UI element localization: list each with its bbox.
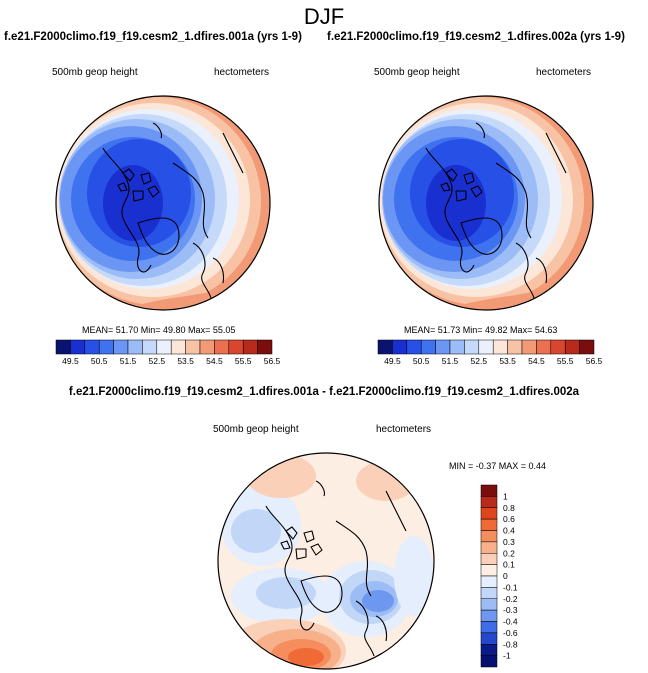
colorbar-tick-label: 0 <box>503 571 508 581</box>
case-title-left: f.e21.F2000climo.f19_f19.cesm2_1.dfires.… <box>4 31 302 43</box>
colorbar-swatch <box>480 632 498 645</box>
colorbar-swatch <box>550 339 566 355</box>
colorbar-tick-label: 0.4 <box>503 526 515 536</box>
colorbar-tick-label: -0.1 <box>503 582 518 592</box>
colorbar-swatch <box>449 339 465 355</box>
colorbar-swatch <box>521 339 537 355</box>
colorbar-tick-label: -0.8 <box>503 639 518 649</box>
case-title-right: f.e21.F2000climo.f19_f19.cesm2_1.dfires.… <box>327 31 625 43</box>
difference-title: f.e21.F2000climo.f19_f19.cesm2_1.dfires.… <box>68 386 580 398</box>
colorbar-swatch <box>242 339 258 355</box>
colorbar-tick-label: 51.5 <box>120 356 137 366</box>
colorbar-swatch <box>156 339 172 355</box>
variable-label-left: 500mb geop height <box>52 67 138 78</box>
colorbar-diff: 1 0.80.6 0.40.30.2 0.10-0.1 -0.2-0.3 -0.4-0.6… <box>480 484 518 668</box>
colorbar-swatch <box>55 339 71 355</box>
colorbar-tick-label: 1 <box>503 491 508 501</box>
variable-label-diff: 500mb geop height <box>213 424 299 435</box>
colorbar-swatch <box>199 339 215 355</box>
colorbar-tick-label: 0.8 <box>503 503 515 513</box>
units-label-left: hectometers <box>214 67 270 78</box>
colorbar-swatch <box>98 339 114 355</box>
colorbar-tick-label: 54.5 <box>206 356 223 366</box>
colorbar-swatch <box>579 339 595 355</box>
colorbar-tick-label: 55.5 <box>557 356 574 366</box>
colorbar-swatch <box>127 339 143 355</box>
colorbar-swatch <box>480 553 498 565</box>
colorbar-tick-label: 49.5 <box>384 356 401 366</box>
colorbar-swatch <box>480 598 498 611</box>
colorbar-tick-label: -0.6 <box>503 628 518 638</box>
colorbar-tick-label: 50.5 <box>413 356 430 366</box>
variable-label-right: 500mb geop height <box>374 67 460 78</box>
colorbar-swatch <box>480 587 498 599</box>
colorbar-swatch <box>392 339 408 355</box>
colorbar-swatch <box>420 339 436 355</box>
colorbar-tick-label: 54.5 <box>528 356 545 366</box>
colorbar-tick-label: 52.5 <box>149 356 166 366</box>
colorbar-swatch <box>464 339 480 355</box>
colorbar-swatch <box>480 564 498 577</box>
colorbar-right: 49.5 50.5 51.5 52.5 53.5 54.5 55.5 56.5 <box>377 339 603 366</box>
colorbar-swatch <box>70 339 86 355</box>
colorbar-tick-label: 0.1 <box>503 560 515 570</box>
colorbar-swatch <box>507 339 523 355</box>
colorbar-tick-label: 0.6 <box>503 514 515 524</box>
page-title: DJF <box>303 4 345 29</box>
colorbar-swatch <box>480 530 498 543</box>
colorbar-swatch <box>480 609 498 622</box>
colorbar-tick-label: 0.3 <box>503 537 515 547</box>
colorbar-swatch <box>480 496 498 508</box>
colorbar-swatch <box>536 339 552 355</box>
colorbar-swatch <box>480 518 498 531</box>
colorbar-swatch <box>480 644 498 656</box>
colorbar-swatch <box>478 339 494 355</box>
colorbar-tick-label: 0.2 <box>503 548 515 558</box>
colorbar-swatch <box>142 339 158 355</box>
colorbar-swatch <box>185 339 201 355</box>
colorbar-swatch <box>228 339 244 355</box>
colorbar-tick-label: -1 <box>503 651 511 661</box>
colorbar-swatch <box>492 339 508 355</box>
colorbar-tick-label: 51.5 <box>442 356 459 366</box>
colorbar-swatch <box>435 339 451 355</box>
colorbar-swatch <box>480 575 498 588</box>
colorbar-swatch <box>480 484 498 497</box>
colorbar-swatch <box>480 655 498 668</box>
colorbar-swatch <box>480 541 498 554</box>
stats-left: MEAN= 51.70 Min= 49.80 Max= 55.05 <box>82 325 236 335</box>
stats-diff: MIN = -0.37 MAX = 0.44 <box>449 461 547 471</box>
colorbar-swatch <box>480 621 498 634</box>
colorbar-swatch <box>480 507 498 520</box>
colorbar-swatch <box>257 339 273 355</box>
colorbar-tick-label: -0.3 <box>503 605 518 615</box>
units-label-right: hectometers <box>536 67 592 78</box>
colorbar-swatch <box>564 339 580 355</box>
colorbar-swatch <box>214 339 230 355</box>
colorbar-tick-label: 53.5 <box>177 356 194 366</box>
colorbar-left: 49.5 50.5 51.5 52.5 53.5 54.5 55.5 56.5 <box>55 339 281 366</box>
colorbar-swatch <box>377 339 393 355</box>
colorbar-tick-label: -0.4 <box>503 617 518 627</box>
colorbar-tick-label: 49.5 <box>62 356 79 366</box>
colorbar-swatch <box>84 339 100 355</box>
stats-right: MEAN= 51.73 Min= 49.82 Max= 54.63 <box>404 325 558 335</box>
colorbar-swatch <box>113 339 129 355</box>
colorbar-tick-label: 52.5 <box>471 356 488 366</box>
colorbar-swatch <box>170 339 186 355</box>
colorbar-tick-label: 50.5 <box>91 356 108 366</box>
colorbar-tick-label: 56.5 <box>586 356 603 366</box>
colorbar-tick-label: 55.5 <box>235 356 252 366</box>
map-panel-left <box>56 96 270 310</box>
map-panel-diff <box>218 453 434 669</box>
colorbar-tick-label: 56.5 <box>264 356 281 366</box>
colorbar-swatch <box>406 339 422 355</box>
units-label-diff: hectometers <box>376 424 432 435</box>
map-panel-right <box>379 96 593 310</box>
colorbar-tick-label: -0.2 <box>503 594 518 604</box>
colorbar-tick-label: 53.5 <box>499 356 516 366</box>
